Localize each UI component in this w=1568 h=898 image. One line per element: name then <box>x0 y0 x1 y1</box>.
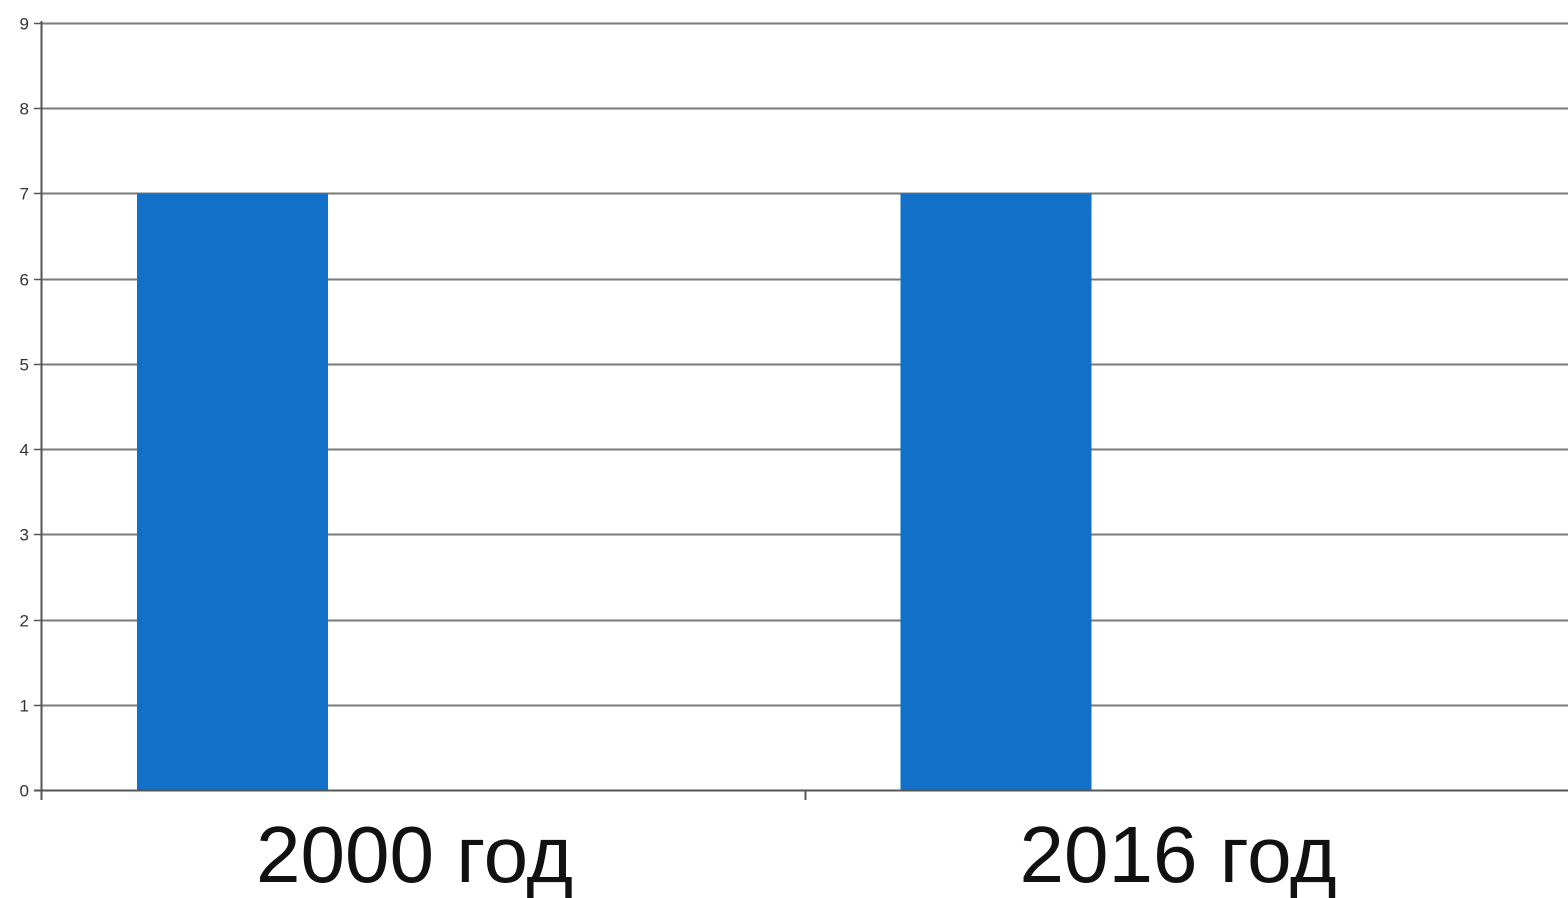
axes <box>34 21 1568 800</box>
y-tick-label-4: 4 <box>20 441 29 460</box>
y-tick-label-6: 6 <box>20 271 29 290</box>
y-tick-label-2: 2 <box>20 612 29 631</box>
y-tick-label-7: 7 <box>20 185 29 204</box>
y-tick-label-9: 9 <box>20 15 29 34</box>
y-tick-label-1: 1 <box>20 697 29 716</box>
y-tick-label-3: 3 <box>20 526 29 545</box>
bar-1 <box>137 193 328 790</box>
x-category-label-1: 2000 год <box>256 810 573 898</box>
y-tick-label-5: 5 <box>20 356 29 375</box>
bars <box>137 193 1092 790</box>
labels: 0 1 2 3 4 5 6 7 8 9 2000 год 2016 год <box>20 15 1337 898</box>
y-tick-label-8: 8 <box>20 100 29 119</box>
y-tick-label-0: 0 <box>20 782 29 801</box>
bar-2 <box>900 193 1092 790</box>
x-category-label-2: 2016 год <box>1020 810 1337 898</box>
